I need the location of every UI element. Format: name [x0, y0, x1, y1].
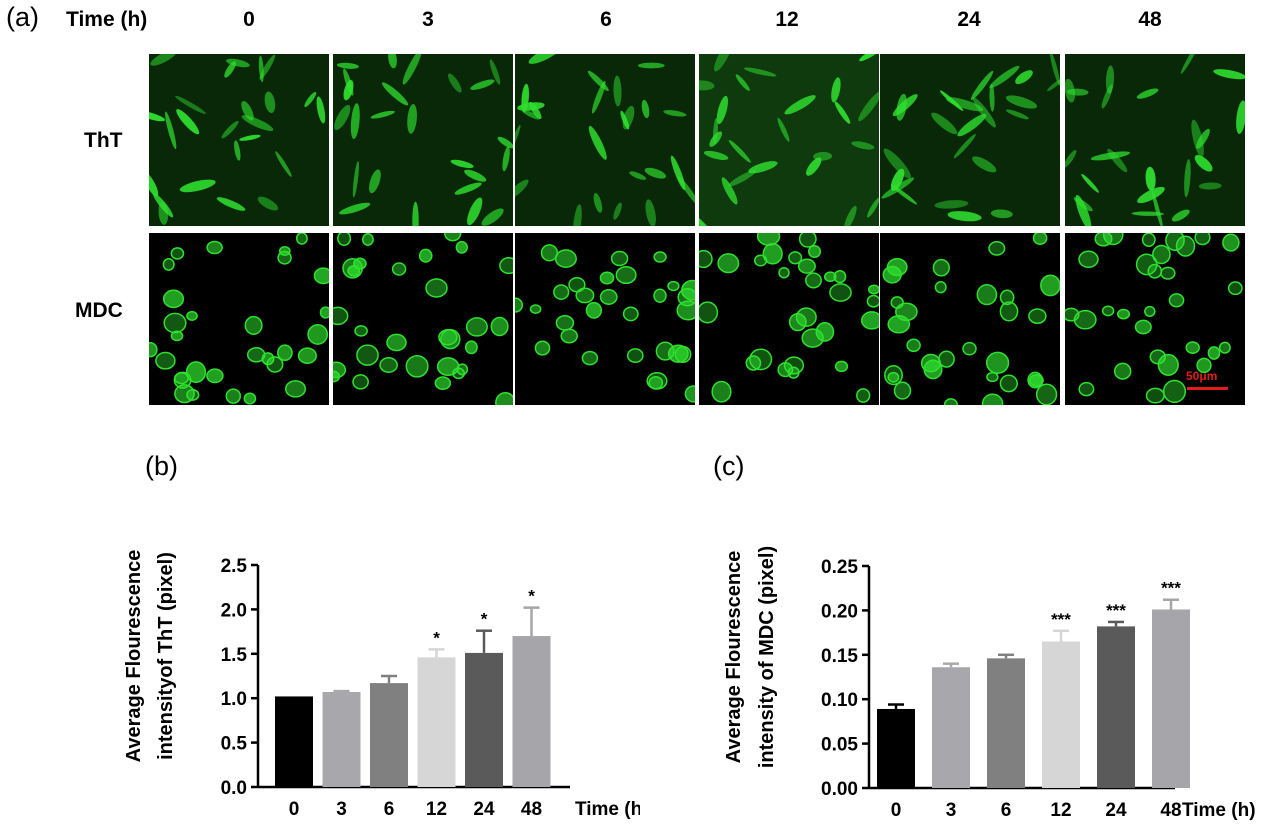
- micrograph-mdc-12h: [699, 233, 879, 405]
- panel-label: (c): [713, 451, 744, 481]
- bar-6h: [987, 658, 1025, 788]
- bar-24h: [465, 652, 503, 787]
- significance-mark: ***: [1051, 610, 1071, 629]
- bar-0h: [275, 696, 313, 787]
- x-axis-label: Time (h): [1182, 800, 1256, 821]
- y-tick-label: 0.20: [821, 601, 858, 622]
- y-axis-label-line2: intensity of MDC (pixel): [756, 546, 778, 768]
- timepoint-header-48: 48: [1138, 8, 1162, 31]
- x-tick-label: 24: [1105, 800, 1127, 821]
- y-tick-label: 0.00: [821, 779, 858, 800]
- x-tick-label: 12: [1050, 800, 1071, 821]
- chart-c-mdc-intensity: (c) 0.00 0.05 0.10 0.15 0.20 0.25 0 3 6 *** 12 *** 24…: [713, 451, 1256, 821]
- x-tick-label: 48: [521, 799, 542, 820]
- y-axis-label-line2: intensityof ThT (pixel): [155, 552, 177, 760]
- x-tick-label: 24: [473, 799, 495, 820]
- bar-48h: [512, 636, 551, 787]
- micrograph-tht-48h: [1065, 54, 1245, 226]
- bar-12h: [1042, 641, 1080, 788]
- timepoint-header-12: 12: [775, 8, 799, 31]
- bar-24h: [1097, 626, 1135, 788]
- x-tick-label: 3: [946, 800, 957, 821]
- scale-bar-label: 50μm: [1186, 369, 1218, 383]
- x-tick-label: 0: [289, 799, 300, 820]
- significance-mark: *: [433, 628, 440, 647]
- micrograph-mdc-3h: [333, 233, 513, 405]
- y-tick-label: 1.5: [221, 645, 248, 666]
- timepoint-header-0: 0: [243, 8, 255, 31]
- row-label-tht: ThT: [84, 129, 123, 152]
- bar-12h: [417, 657, 456, 787]
- bar-6h: [370, 683, 408, 787]
- row-label-mdc: MDC: [75, 299, 123, 322]
- timepoint-header-6: 6: [600, 8, 612, 31]
- bar-48h: [1152, 609, 1190, 788]
- y-tick-label: 0.5: [221, 734, 248, 755]
- y-tick-label: 0.0: [221, 778, 247, 799]
- y-tick-label: 0.15: [821, 646, 858, 667]
- y-axis-label-line1: Average Flourescence: [723, 551, 745, 764]
- panel-a-label: (a): [6, 2, 39, 32]
- significance-mark: ***: [1106, 601, 1126, 620]
- significance-mark: *: [528, 587, 535, 606]
- significance-mark: *: [481, 610, 488, 629]
- y-tick-label: 2.0: [221, 600, 247, 621]
- x-tick-label: 12: [426, 799, 447, 820]
- micrograph-mdc-48h: [1065, 233, 1245, 405]
- y-tick-label: 0.25: [821, 557, 858, 578]
- micrograph-tht-3h: [333, 54, 513, 226]
- significance-mark: ***: [1161, 579, 1181, 598]
- x-tick-label: 3: [336, 799, 347, 820]
- micrograph-tht-6h: [515, 54, 695, 226]
- micrograph-mdc-6h: [515, 233, 695, 405]
- y-tick-label: 0.10: [821, 690, 858, 711]
- y-tick-label: 0.05: [821, 735, 858, 756]
- panel-label: (b): [145, 451, 178, 481]
- x-axis-label: Time (h): [575, 799, 640, 820]
- micrograph-tht-0h: [149, 54, 329, 226]
- bar-0h: [877, 708, 915, 788]
- timepoint-header-24: 24: [957, 8, 981, 31]
- bar-3h: [322, 691, 361, 787]
- x-tick-label: 6: [1001, 800, 1012, 821]
- micrograph-tht-24h: [880, 54, 1060, 226]
- bar-3h: [932, 667, 970, 788]
- y-tick-label: 2.5: [221, 556, 248, 577]
- y-axis-label-line1: Average Flourescence: [123, 550, 145, 763]
- timepoint-header-3: 3: [422, 8, 434, 31]
- microscopy-panel-a: (a) Time (h) 0 3 6 12 24 48 ThT MDC 50μm: [6, 2, 1245, 405]
- x-tick-label: 0: [891, 800, 902, 821]
- y-tick-label: 1.0: [221, 689, 247, 710]
- x-tick-label: 48: [1160, 800, 1181, 821]
- scale-bar-line: [1187, 387, 1228, 390]
- time-header-label: Time (h): [66, 8, 148, 31]
- x-tick-label: 6: [384, 799, 395, 820]
- micrograph-tht-12h: [699, 54, 879, 226]
- micrograph-mdc-0h: [149, 233, 329, 405]
- chart-b-tht-intensity: (b) 0.0 0.5 1.0 1.5 2.0 2.5 0 3 6 * 12 * 24 * 48 Time (h…: [123, 451, 640, 820]
- micrograph-mdc-24h: [880, 233, 1060, 405]
